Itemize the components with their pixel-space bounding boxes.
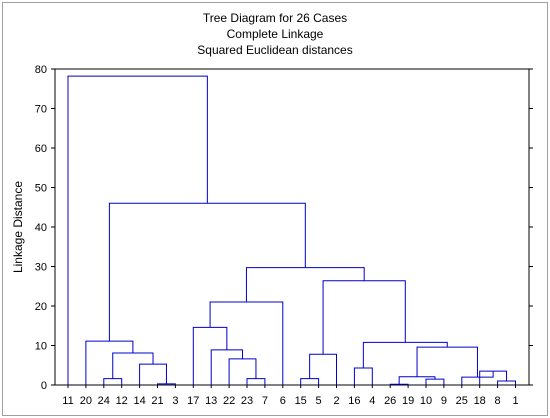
leaf-label: 26 <box>384 395 396 407</box>
leaf-label: 12 <box>116 395 128 407</box>
dendrogram-link <box>322 280 406 355</box>
dendrogram-links <box>67 75 516 385</box>
leaf-label: 4 <box>369 395 375 407</box>
leaf-label: 21 <box>151 395 163 407</box>
dendrogram-link <box>309 353 337 385</box>
leaf-label: 23 <box>241 395 253 407</box>
y-tick-label: 30 <box>35 262 47 274</box>
leaf-label: 5 <box>316 395 322 407</box>
dendrogram-link <box>246 378 266 385</box>
dendrogram-link <box>192 326 228 385</box>
dendrogram-link <box>108 202 306 342</box>
y-tick-label: 40 <box>35 222 47 234</box>
dendrogram-link <box>497 380 516 385</box>
dendrogram-link <box>228 358 257 385</box>
leaf-label: 2 <box>333 395 339 407</box>
y-axis-label: Linkage Distance <box>11 181 25 273</box>
y-tick-label: 10 <box>35 341 47 353</box>
dendrogram-link <box>210 349 244 385</box>
dendrogram-link <box>425 378 445 385</box>
leaf-label: 11 <box>62 395 73 407</box>
leaf-label: 8 <box>495 395 501 407</box>
leaf-label: 14 <box>133 395 145 407</box>
y-tick-label: 70 <box>35 104 47 116</box>
y-tick-label: 0 <box>41 380 47 392</box>
dendrogram-link <box>353 367 373 385</box>
chart-titles: Tree Diagram for 26 Cases Complete Linka… <box>0 10 550 58</box>
dendrogram-link <box>300 378 320 385</box>
leaf-label: 6 <box>280 395 286 407</box>
dendrogram-link <box>67 75 208 385</box>
x-axis-ticks: 11 20 24 12 14 21 3 17 13 22 23 7 6 15 5 2 16 4 26 19 10 9 25 1… <box>62 385 519 407</box>
chart-subtitle-linkage: Complete Linkage <box>226 27 324 41</box>
dendrogram-link <box>112 352 154 379</box>
chart-title: Tree Diagram for 26 Cases <box>202 11 348 25</box>
y-tick-label: 80 <box>35 64 47 76</box>
dendrogram-link <box>103 378 123 385</box>
leaf-label: 13 <box>205 395 217 407</box>
leaf-label: 17 <box>187 395 199 407</box>
y-tick-label: 50 <box>35 183 47 195</box>
leaf-label: 1 <box>512 395 518 407</box>
leaf-label: 16 <box>348 395 360 407</box>
leaf-label: 22 <box>223 395 235 407</box>
leaf-label: 18 <box>474 395 486 407</box>
leaf-label: 10 <box>420 395 432 407</box>
y-axis-ticks: 0 10 20 30 40 50 60 70 80 <box>35 64 533 392</box>
leaf-label: 20 <box>80 395 92 407</box>
leaf-label: 19 <box>402 395 414 407</box>
dendrogram-link <box>398 376 436 385</box>
leaf-label: 7 <box>262 395 268 407</box>
leaf-label: 15 <box>295 395 307 407</box>
dendrogram-link <box>245 267 365 303</box>
y-tick-label: 20 <box>35 301 47 313</box>
leaf-label: 24 <box>98 395 110 407</box>
leaf-label: 3 <box>172 395 178 407</box>
chart-subtitle-distance: Squared Euclidean distances <box>197 43 353 57</box>
plot-area <box>54 68 530 386</box>
dendrogram-link <box>209 301 284 385</box>
leaf-label: 9 <box>441 395 447 407</box>
dendrogram-link <box>139 363 167 385</box>
dendrogram-link <box>362 341 448 369</box>
dendrogram-link <box>416 346 478 378</box>
leaf-label: 25 <box>456 395 468 407</box>
y-tick-label: 60 <box>35 143 47 155</box>
